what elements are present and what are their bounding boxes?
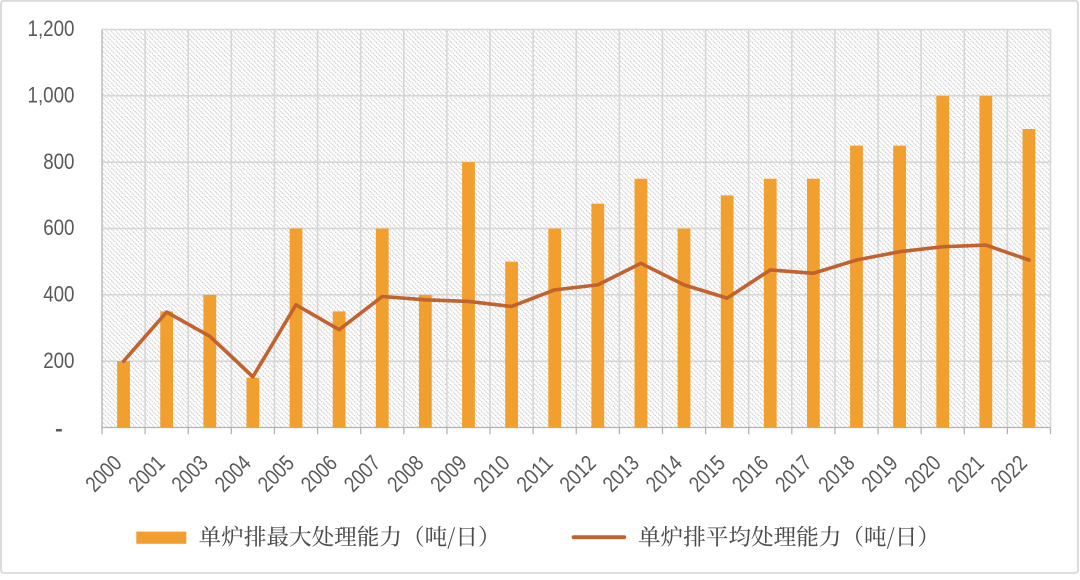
- svg-text:1,000: 1,000: [28, 82, 75, 107]
- svg-text:200: 200: [43, 348, 74, 373]
- svg-text:800: 800: [43, 149, 74, 174]
- svg-text:600: 600: [43, 215, 74, 240]
- svg-text:400: 400: [43, 281, 74, 306]
- svg-text:1,200: 1,200: [28, 16, 75, 41]
